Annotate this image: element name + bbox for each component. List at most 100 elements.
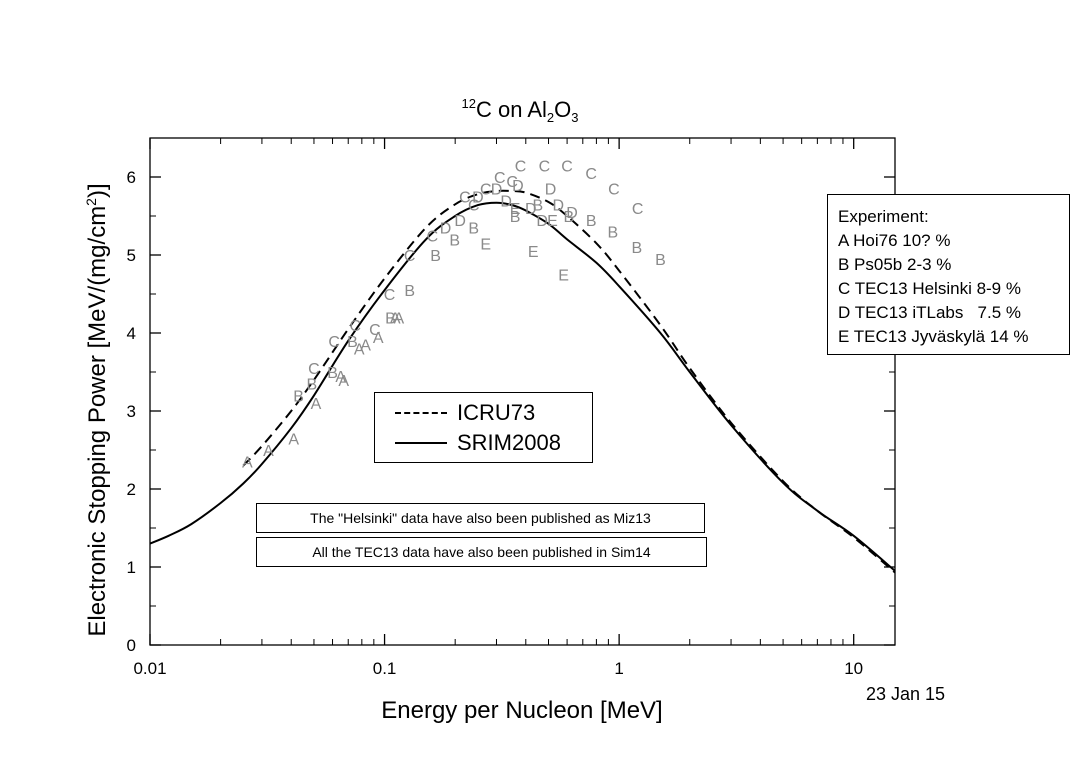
data-point-b: B bbox=[404, 283, 415, 300]
title-sub2: 3 bbox=[571, 110, 578, 125]
data-point-c: C bbox=[515, 158, 527, 175]
data-point-e: E bbox=[558, 268, 569, 285]
data-point-e: E bbox=[510, 201, 521, 218]
axis-ticks: 0.01 0.1 1 10 0 1 2 3 4 5 6 bbox=[127, 138, 895, 678]
data-point-e: E bbox=[480, 236, 491, 253]
title-mid: O bbox=[554, 97, 571, 122]
data-point-d: D bbox=[500, 193, 512, 210]
data-point-b: B bbox=[430, 248, 441, 265]
legend-row-srim2008: SRIM2008 bbox=[395, 430, 561, 455]
title-isotope: 12 bbox=[462, 96, 476, 111]
data-point-c: C bbox=[480, 182, 492, 199]
experiment-legend-item-e: E TEC13 Jyväskylä 14 % bbox=[838, 327, 1029, 346]
data-point-b: B bbox=[586, 213, 597, 230]
line-legend: ICRU73 SRIM2008 bbox=[374, 392, 593, 463]
data-point-c: C bbox=[539, 158, 551, 175]
y-tick-label: 4 bbox=[127, 324, 136, 343]
data-point-c: C bbox=[561, 158, 573, 175]
data-point-a: A bbox=[338, 373, 349, 390]
data-point-b: B bbox=[327, 365, 338, 382]
x-axis-label: Energy per Nucleon [MeV] bbox=[381, 697, 662, 724]
data-point-a: A bbox=[393, 310, 404, 327]
data-point-b: B bbox=[607, 225, 618, 242]
y-axis-label: Electronic Stopping Power [MeV/(mg/cm2)] bbox=[83, 183, 111, 636]
data-point-b: B bbox=[655, 252, 666, 269]
solid-line-swatch bbox=[395, 442, 447, 444]
data-point-c: C bbox=[349, 318, 361, 335]
data-point-a: A bbox=[360, 338, 371, 355]
data-point-a: A bbox=[354, 342, 365, 359]
data-point-b: B bbox=[347, 334, 358, 351]
data-point-d: D bbox=[552, 197, 564, 214]
note-tec13: All the TEC13 data have also been publis… bbox=[256, 537, 707, 567]
data-point-c: C bbox=[632, 201, 644, 218]
data-point-a: A bbox=[242, 455, 253, 472]
dashed-line-swatch bbox=[395, 412, 447, 414]
curves bbox=[149, 189, 896, 574]
data-point-d: D bbox=[545, 182, 557, 199]
data-point-c: C bbox=[369, 322, 381, 339]
data-point-b: B bbox=[510, 209, 521, 226]
data-point-a: A bbox=[263, 443, 274, 460]
data-point-a: A bbox=[335, 369, 346, 386]
y-tick-label: 0 bbox=[127, 636, 136, 655]
y-tick-label: 1 bbox=[127, 558, 136, 577]
chart-title: 12C on Al2O3 bbox=[462, 96, 579, 125]
experiment-legend-item-d: D TEC13 iTLabs 7.5 % bbox=[838, 303, 1021, 322]
data-point-d: D bbox=[472, 190, 484, 207]
legend-row-icru73: ICRU73 bbox=[395, 400, 536, 425]
plot-frame bbox=[149, 137, 896, 646]
data-point-d: D bbox=[512, 178, 524, 195]
data-point-c: C bbox=[585, 166, 597, 183]
experiment-legend: Experiment: A Hoi76 10? % B Ps05b 2-3 % … bbox=[827, 194, 1070, 355]
data-point-d: D bbox=[491, 182, 503, 199]
legend-label-icru73: ICRU73 bbox=[457, 400, 536, 425]
data-point-b: B bbox=[632, 240, 643, 257]
data-point-a: A bbox=[373, 330, 384, 347]
x-tick-label: 10 bbox=[844, 659, 863, 678]
data-point-b: B bbox=[293, 388, 304, 405]
y-tick-label: 6 bbox=[127, 168, 136, 187]
data-point-b: B bbox=[385, 310, 396, 327]
data-point-a: A bbox=[288, 431, 299, 448]
experiment-legend-item-b: B Ps05b 2-3 % bbox=[838, 255, 952, 274]
data-point-c: C bbox=[308, 361, 320, 378]
data-point-c: C bbox=[404, 248, 416, 265]
legend-label-srim2008: SRIM2008 bbox=[457, 430, 561, 455]
data-point-d: D bbox=[566, 205, 578, 222]
y-tick-label: 3 bbox=[127, 402, 136, 421]
date-stamp: 23 Jan 15 bbox=[866, 684, 946, 704]
data-point-c: C bbox=[494, 170, 506, 187]
data-point-c: C bbox=[427, 229, 439, 246]
data-point-c: C bbox=[328, 334, 340, 351]
data-point-a: A bbox=[311, 396, 322, 413]
title-base: C on Al bbox=[476, 97, 547, 122]
data-point-b: B bbox=[468, 221, 479, 238]
x-tick-label: 1 bbox=[614, 659, 623, 678]
data-point-d: D bbox=[440, 221, 452, 238]
experiment-legend-item-a: A Hoi76 10? % bbox=[838, 231, 951, 250]
data-point-b: B bbox=[563, 209, 574, 226]
data-point-e: E bbox=[547, 213, 558, 230]
note-helsinki: The "Helsinki" data have also been publi… bbox=[256, 503, 705, 533]
data-point-c: C bbox=[459, 190, 471, 207]
x-tick-label: 0.01 bbox=[133, 659, 166, 678]
y-tick-label: 5 bbox=[127, 246, 136, 265]
y-tick-label: 2 bbox=[127, 480, 136, 499]
data-point-a: A bbox=[390, 310, 401, 327]
data-point-d: D bbox=[454, 213, 466, 230]
data-point-c: C bbox=[384, 287, 396, 304]
data-point-b: B bbox=[449, 232, 460, 249]
data-point-d: D bbox=[525, 201, 537, 218]
data-point-b: B bbox=[532, 197, 543, 214]
experiment-legend-item-c: C TEC13 Helsinki 8-9 % bbox=[838, 279, 1021, 298]
title-sub1: 2 bbox=[547, 110, 554, 125]
data-point-d: D bbox=[536, 213, 548, 230]
data-point-c: C bbox=[468, 197, 480, 214]
data-point-c: C bbox=[608, 182, 620, 199]
series-srim2008-line bbox=[149, 201, 896, 572]
x-tick-label: 0.1 bbox=[373, 659, 397, 678]
experiment-legend-title: Experiment: bbox=[838, 207, 929, 226]
